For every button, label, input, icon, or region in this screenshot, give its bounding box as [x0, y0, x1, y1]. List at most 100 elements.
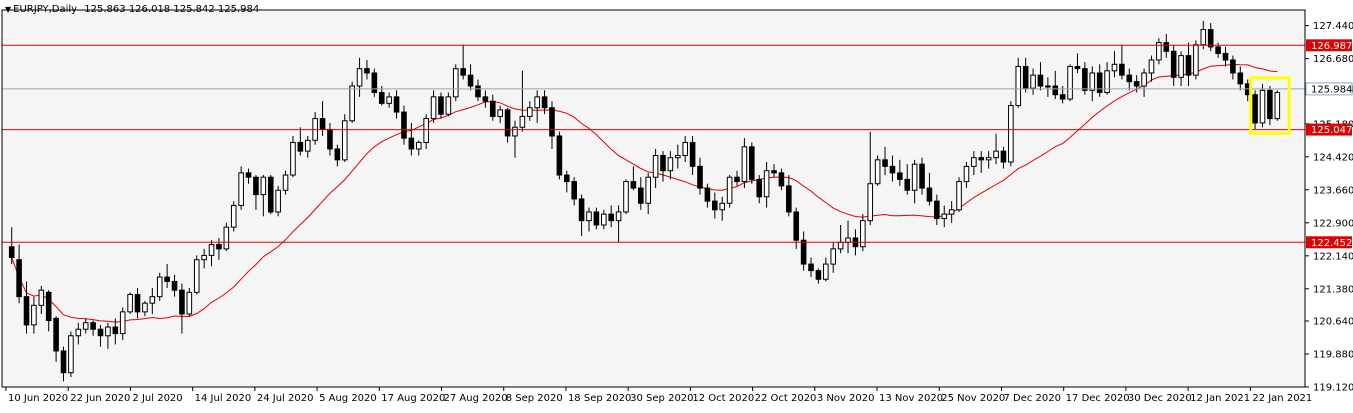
candle — [1111, 51, 1118, 78]
y-tick-label: 127.440 — [1313, 21, 1353, 32]
candle — [860, 214, 866, 252]
candle — [808, 257, 814, 278]
x-tick-label: 18 Sep 2020 — [568, 393, 631, 404]
candle-body — [763, 170, 770, 198]
candle-body — [1170, 50, 1177, 78]
candle-body — [504, 109, 511, 137]
candle — [675, 144, 681, 169]
candle-body — [386, 96, 392, 104]
candle — [667, 151, 674, 180]
candle-body — [497, 109, 503, 117]
candle-body — [290, 141, 296, 176]
candle-body — [741, 146, 748, 183]
collapse-triangle-icon[interactable]: ▼ — [5, 5, 12, 14]
y-tick-label: 124.420 — [1313, 152, 1353, 163]
candle — [201, 248, 207, 269]
candle — [386, 92, 392, 108]
candle — [216, 238, 222, 260]
candle-body — [941, 213, 948, 219]
candle — [8, 227, 15, 265]
candle — [90, 320, 96, 336]
candle — [556, 131, 563, 180]
candle — [179, 283, 185, 334]
candle-body — [1141, 72, 1147, 87]
candle — [393, 90, 400, 119]
candle — [1052, 70, 1059, 100]
candle-body — [556, 135, 563, 176]
x-tick-label: 30 Sep 2020 — [630, 393, 693, 404]
candle — [1163, 33, 1170, 58]
candle — [371, 68, 378, 97]
candle-body — [771, 170, 777, 174]
candle-body — [1252, 94, 1258, 124]
candle-body — [393, 96, 400, 113]
candle — [430, 90, 437, 123]
candle-body — [897, 172, 903, 180]
candle-body — [1193, 44, 1199, 76]
candle-body — [134, 293, 141, 313]
candle-body — [223, 226, 230, 250]
candle-body — [734, 176, 740, 183]
candle — [23, 281, 30, 334]
candle-body — [512, 126, 518, 137]
candle-body — [179, 289, 185, 315]
candle-body — [1148, 59, 1155, 74]
candle-body — [985, 157, 992, 161]
candle-body — [756, 178, 763, 198]
candle-body — [149, 296, 156, 304]
candle-body — [993, 150, 999, 159]
plot-frame — [1, 9, 1306, 388]
symbol-label: EURJPY,Daily — [13, 4, 78, 15]
candle — [1133, 75, 1140, 93]
candle-body — [171, 280, 178, 291]
candle-body — [963, 165, 970, 183]
x-tick-label: 12 Oct 2020 — [692, 393, 754, 404]
candle — [238, 166, 244, 210]
candle-body — [1089, 72, 1096, 91]
y-tick-label: 122.140 — [1313, 251, 1353, 262]
candle-body — [1133, 81, 1140, 87]
candle-body — [519, 115, 526, 128]
candle-body — [489, 100, 496, 117]
candle-body — [815, 270, 822, 280]
candle-body — [704, 187, 711, 202]
candle-body — [230, 204, 237, 228]
candle — [304, 135, 311, 158]
candle — [534, 90, 540, 123]
candle-body — [1059, 94, 1066, 100]
candle-body — [475, 85, 481, 98]
candle-body — [334, 148, 341, 161]
candle — [127, 292, 133, 315]
candle-body — [926, 187, 933, 202]
candle — [134, 287, 141, 319]
x-tick-label: 30 Dec 2020 — [1128, 393, 1192, 404]
candle-body — [53, 317, 59, 352]
candle-body — [297, 141, 304, 152]
candle — [1148, 55, 1155, 82]
candle — [230, 201, 237, 232]
candle — [726, 175, 733, 208]
candle-body — [630, 181, 637, 189]
candle-body — [1126, 74, 1133, 83]
candle — [1156, 38, 1162, 65]
x-tick-label: 17 Dec 2020 — [1066, 393, 1130, 404]
candle — [519, 70, 526, 132]
candle-body — [208, 244, 215, 256]
y-tick-label: 126.680 — [1313, 54, 1353, 65]
candle-body — [541, 96, 548, 109]
candle — [423, 114, 429, 149]
candle — [749, 142, 755, 184]
candle-body — [948, 209, 955, 215]
candle-body — [623, 181, 629, 213]
candle — [1230, 55, 1236, 80]
candle — [112, 318, 119, 345]
candle — [356, 57, 363, 97]
candle — [1200, 20, 1207, 50]
candle-body — [1230, 59, 1236, 74]
candle-body — [238, 172, 244, 206]
candle-body — [837, 241, 844, 250]
candle — [593, 207, 600, 230]
candle-body — [549, 107, 555, 137]
candle — [948, 201, 955, 223]
